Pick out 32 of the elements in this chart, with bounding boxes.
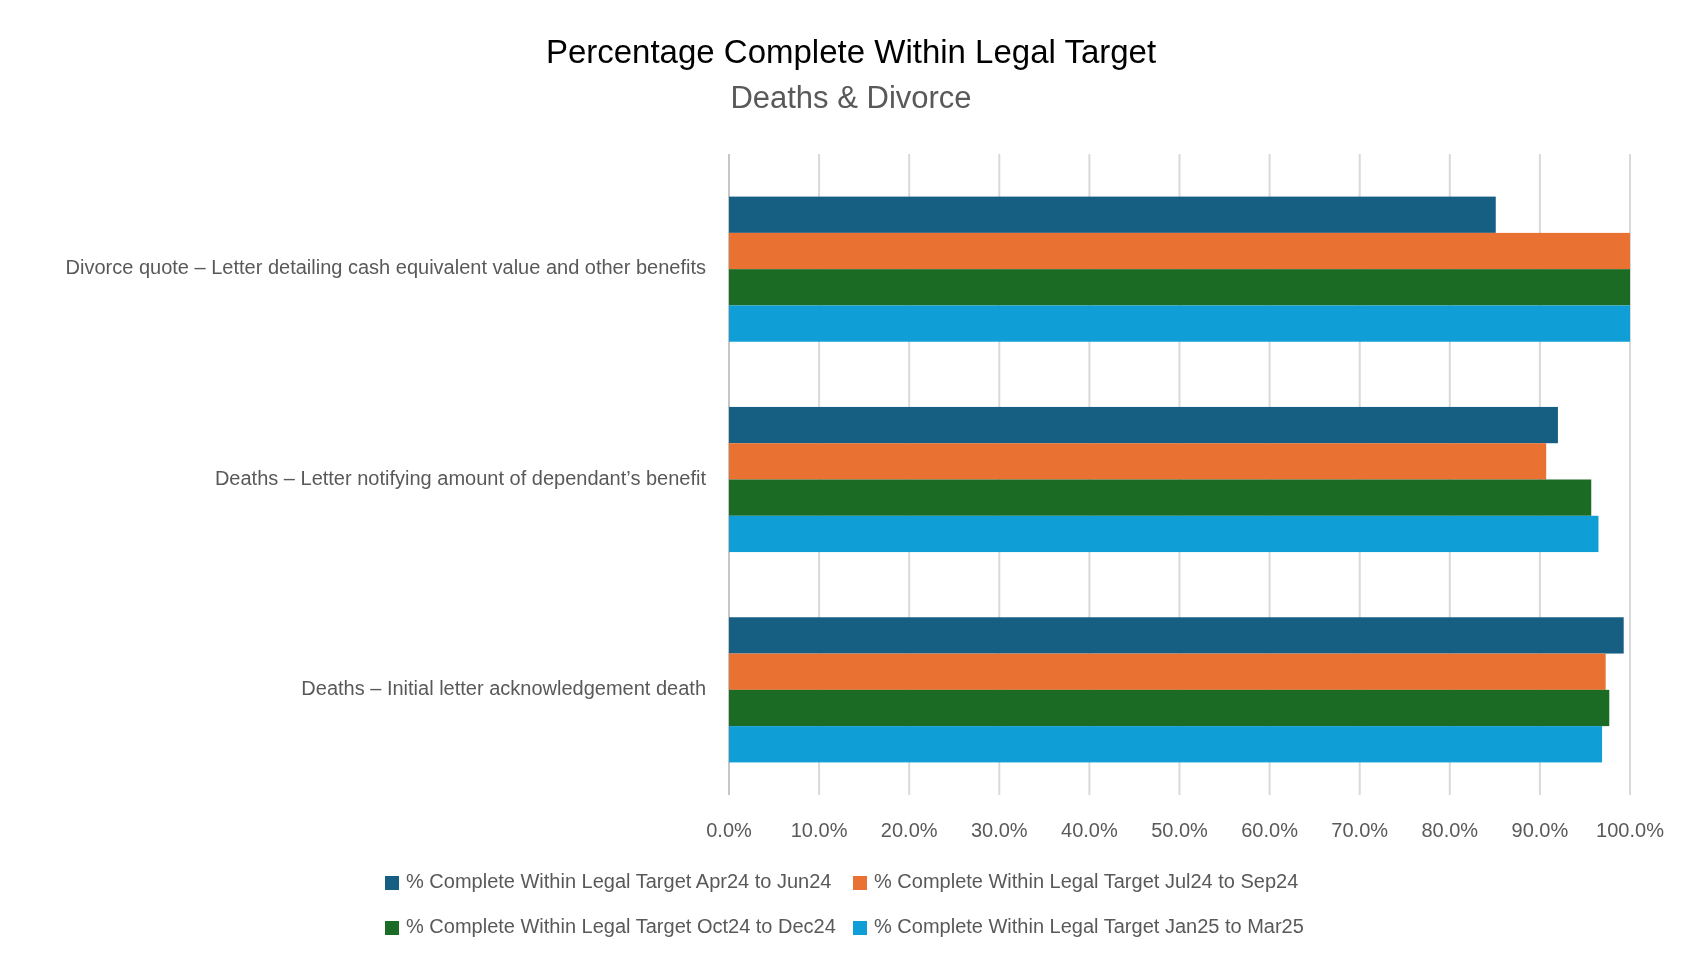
y-tick-label: Divorce quote – Letter detailing cash equivalent value and other benefits bbox=[65, 256, 706, 279]
chart-subtitle: Deaths & Divorce bbox=[730, 80, 972, 115]
bar bbox=[729, 479, 1592, 516]
bar bbox=[729, 196, 1496, 233]
bar bbox=[729, 406, 1558, 444]
bar bbox=[729, 443, 1547, 480]
x-tick-label: 20.0% bbox=[880, 819, 938, 841]
bar bbox=[729, 617, 1624, 654]
y-tick-label: Deaths – Initial letter acknowledgement death bbox=[301, 677, 706, 700]
x-tick-label: 30.0% bbox=[970, 819, 1028, 841]
legend-label: % Complete Within Legal Target Apr24 to Jun24 bbox=[406, 870, 832, 893]
x-tick-label: 50.0% bbox=[1151, 819, 1209, 841]
bar bbox=[729, 653, 1606, 690]
chart-title: Percentage Complete Within Legal Target bbox=[545, 33, 1157, 70]
x-tick-label: 10.0% bbox=[790, 819, 848, 841]
bar bbox=[729, 726, 1603, 763]
x-tick-label: 70.0% bbox=[1331, 819, 1389, 841]
legend-label: % Complete Within Legal Target Oct24 to Dec24 bbox=[406, 915, 836, 938]
y-tick-label: Deaths – Letter notifying amount of dependant’s benefit bbox=[214, 466, 707, 489]
bar bbox=[729, 689, 1610, 727]
bar bbox=[729, 232, 1630, 270]
x-tick-label: 0.0% bbox=[706, 819, 753, 841]
legend-label: % Complete Within Legal Target Jan25 to Mar25 bbox=[874, 915, 1304, 938]
bar bbox=[729, 269, 1630, 306]
x-tick-label: 80.0% bbox=[1421, 819, 1479, 841]
x-tick-label: 40.0% bbox=[1061, 819, 1118, 841]
x-tick-label: 60.0% bbox=[1241, 819, 1299, 841]
bar bbox=[729, 515, 1599, 553]
x-tick-label: 90.0% bbox=[1511, 819, 1569, 841]
legend-label: % Complete Within Legal Target Jul24 to Sep24 bbox=[874, 870, 1299, 893]
bar bbox=[729, 305, 1630, 342]
x-tick-label: 100.0% bbox=[1596, 819, 1665, 841]
